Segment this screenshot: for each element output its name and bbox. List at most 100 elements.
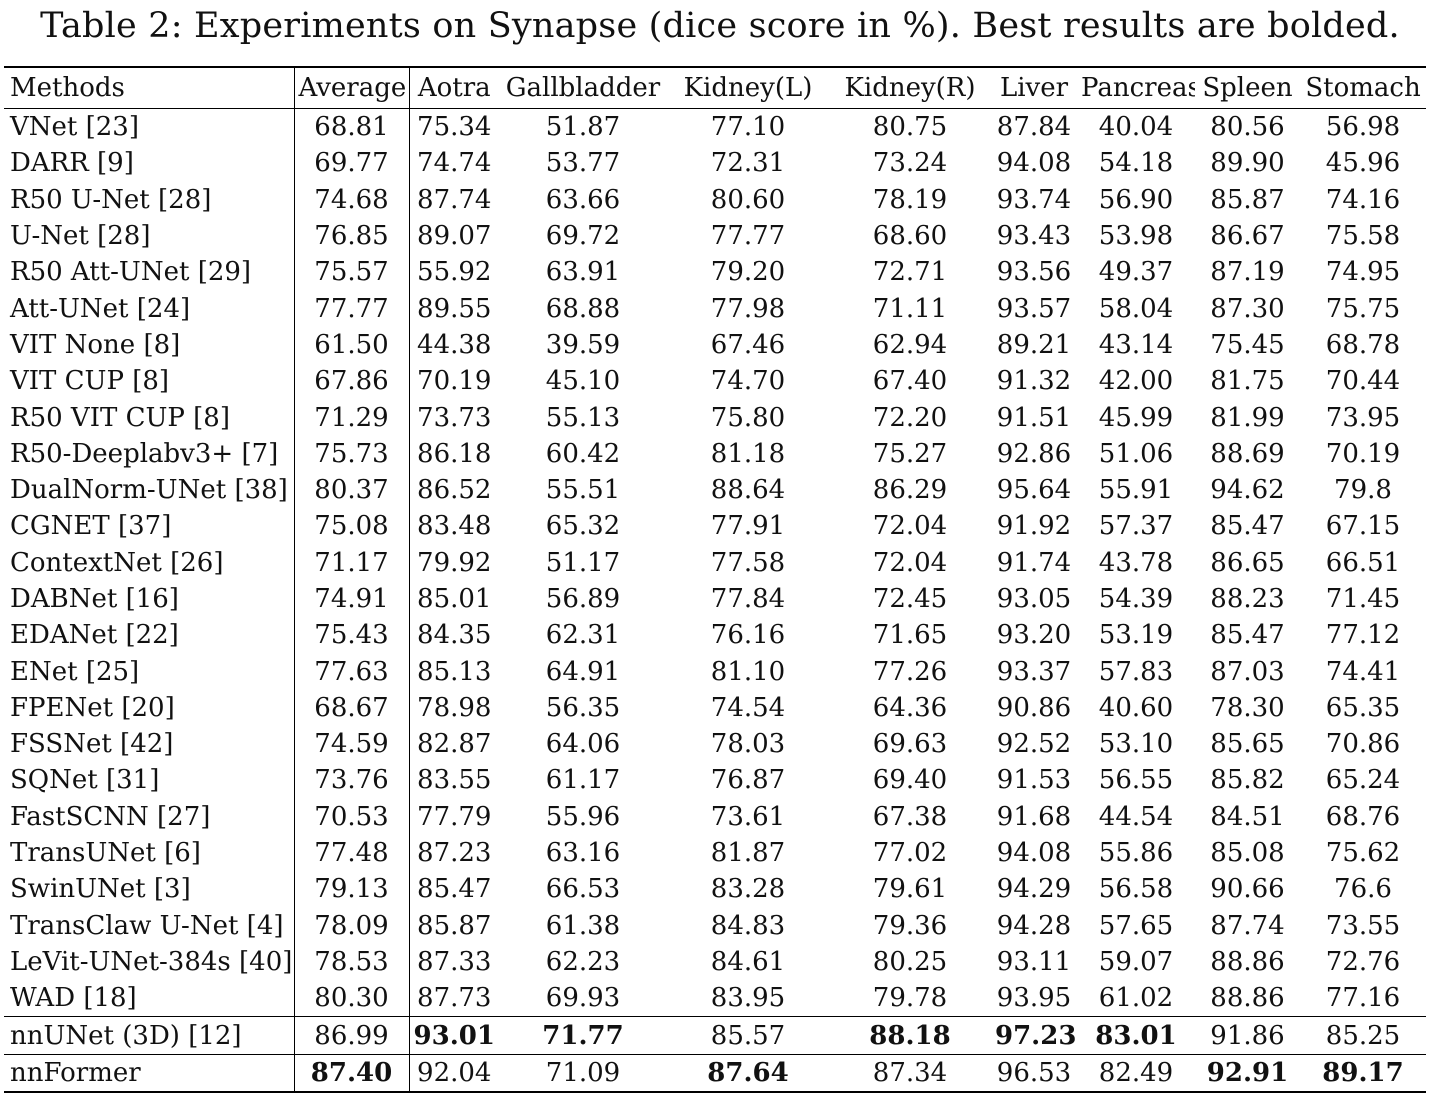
score-cell: 85.01 [417, 584, 492, 614]
average-score-cell: 86.99 [293, 1016, 410, 1055]
average-score-cell: 70.53 [293, 798, 410, 835]
score-cell: 94.08 [996, 838, 1072, 869]
score-cell: 91.74 [996, 547, 1072, 578]
score-cell: 73.55 [1325, 910, 1401, 941]
score-cell: 60.42 [545, 438, 621, 469]
score-cell: 53.77 [545, 148, 621, 179]
score-cell: 88.18 [829, 1016, 991, 1055]
method-name-cell: R50-Deeplabv3+ [7] [10, 438, 279, 469]
score-cell: 72.71 [872, 257, 948, 288]
table-row: VNet [23] 68.81 75.34 51.87 77.10 80.75 87.84 4… [4, 108, 1426, 146]
score-cell: 55.51 [545, 475, 621, 506]
score-cell: 87.74 [417, 184, 492, 215]
average-score-cell: 68.67 [293, 689, 410, 727]
score-cell: 79.36 [872, 910, 948, 941]
score-cell: 84.61 [710, 946, 786, 977]
score-cell: 73.24 [872, 148, 948, 179]
score-cell: 77.84 [710, 584, 786, 614]
method-name-cell: CGNET [37] [10, 511, 172, 542]
score-cell: 72.04 [872, 547, 948, 578]
score-cell: 56.58 [1098, 874, 1174, 905]
score-cell: 77.02 [872, 838, 948, 869]
score-cell: 77.98 [710, 293, 786, 324]
table-row: EDANet [22] 75.43 84.35 62.31 76.16 71.65 93.2… [4, 617, 1426, 654]
table-row: R50 Att-UNet [29] 75.57 55.92 63.91 79.20 72.… [4, 254, 1426, 291]
score-cell: 42.00 [1098, 366, 1174, 397]
table-row: DABNet [16] 74.91 85.01 56.89 77.84 72.45 93.0… [4, 580, 1426, 618]
score-cell: 75.62 [1325, 838, 1401, 869]
score-cell: 57.83 [1098, 656, 1174, 687]
score-cell: 92.86 [996, 438, 1072, 469]
method-name-cell: VIT CUP [8] [10, 366, 170, 397]
score-cell: 82.87 [417, 729, 492, 760]
average-score-cell: 69.77 [293, 145, 410, 182]
score-cell: 88.86 [1210, 983, 1285, 1014]
col-header-liver: Liver [991, 66, 1077, 109]
score-cell: 89.21 [996, 329, 1072, 360]
method-name-cell: VIT None [8] [10, 329, 181, 360]
score-cell: 53.98 [1098, 221, 1174, 252]
score-cell: 57.65 [1098, 910, 1174, 941]
score-cell: 51.17 [545, 547, 621, 578]
score-cell: 89.07 [417, 221, 492, 252]
score-cell: 68.88 [545, 293, 621, 324]
score-cell: 87.74 [1210, 910, 1285, 941]
table-row: TransClaw U-Net [4] 78.09 85.87 61.38 84.83 7… [4, 907, 1426, 944]
score-cell: 66.51 [1325, 547, 1401, 578]
score-cell: 70.19 [417, 366, 492, 397]
score-cell: 91.86 [1195, 1016, 1300, 1055]
method-name-cell: ENet [25] [10, 656, 140, 687]
score-cell: 64.06 [545, 729, 621, 760]
score-cell: 78.30 [1210, 692, 1285, 723]
table-row: DARR [9] 69.77 74.74 53.77 72.31 73.24 94.08 54… [4, 145, 1426, 182]
col-header-kidney-left: Kidney(L) [667, 66, 829, 109]
method-name-cell: EDANet [22] [10, 620, 179, 651]
method-name-cell: Att-UNet [24] [10, 293, 191, 324]
score-cell: 85.87 [1210, 184, 1285, 215]
score-cell: 81.75 [1210, 366, 1285, 397]
score-cell: 91.32 [996, 366, 1072, 397]
table-row: R50-Deeplabv3+ [7] 75.73 86.18 60.42 81.18 75… [4, 435, 1426, 472]
score-cell: 76.6 [1334, 874, 1392, 905]
table-row: TransUNet [6] 77.48 87.23 63.16 81.87 77.02 94… [4, 834, 1426, 872]
score-cell: 86.18 [417, 438, 492, 469]
average-score-cell: 61.50 [293, 326, 410, 364]
score-cell: 53.10 [1098, 729, 1174, 760]
score-cell: 91.51 [996, 402, 1072, 433]
score-cell: 71.77 [499, 1016, 667, 1055]
average-score-cell: 71.29 [293, 399, 410, 436]
score-cell: 69.63 [872, 729, 948, 760]
method-name-cell: VNet [23] [10, 112, 139, 143]
score-cell: 81.18 [710, 438, 786, 469]
score-cell: 87.73 [417, 983, 492, 1014]
method-name-cell: LeVit-UNet-384s [40] [10, 946, 293, 977]
score-cell: 93.01 [409, 1016, 499, 1055]
score-cell: 93.20 [996, 620, 1072, 651]
score-cell: 51.87 [545, 112, 621, 143]
table-row: nnFormer 87.40 92.04 71.09 87.64 87.34 96.53 82… [4, 1053, 1426, 1094]
score-cell: 73.73 [417, 402, 492, 433]
score-cell: 81.10 [710, 656, 786, 687]
score-cell: 74.74 [417, 148, 492, 179]
method-name-cell: FastSCNN [27] [10, 801, 211, 832]
score-cell: 74.16 [1325, 184, 1401, 215]
score-cell: 90.66 [1210, 874, 1285, 905]
score-cell: 77.91 [710, 511, 786, 542]
score-cell: 68.60 [872, 221, 948, 252]
score-cell: 51.06 [1098, 438, 1174, 469]
method-name-cell: nnUNet (3D) [12] [4, 1016, 294, 1055]
score-cell: 85.47 [1210, 620, 1285, 651]
method-name-cell: TransUNet [6] [10, 838, 201, 869]
score-cell: 64.36 [872, 692, 948, 723]
score-cell: 67.15 [1325, 511, 1401, 542]
score-cell: 66.53 [545, 874, 621, 905]
score-cell: 56.90 [1098, 184, 1174, 215]
score-cell: 68.76 [1325, 801, 1401, 832]
score-cell: 80.75 [872, 112, 948, 143]
score-cell: 69.93 [545, 983, 621, 1014]
score-cell: 40.04 [1098, 112, 1174, 143]
average-score-cell: 71.17 [293, 544, 410, 581]
table-row: DualNorm-UNet [38] 80.37 86.52 55.51 88.64 86… [4, 471, 1426, 509]
score-cell: 44.54 [1098, 801, 1174, 832]
table-row: nnUNet (3D) [12] 86.99 93.01 71.77 85.57 88.1… [4, 1016, 1426, 1055]
